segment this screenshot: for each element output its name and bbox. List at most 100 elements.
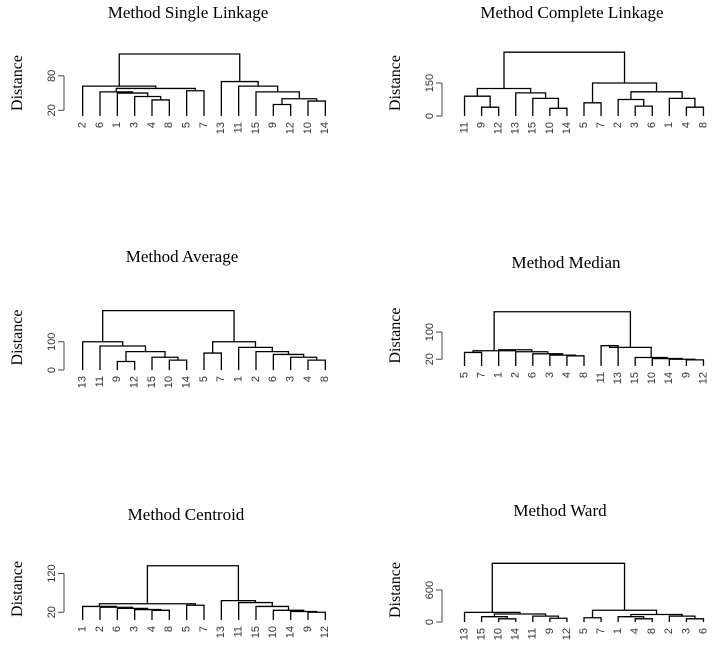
merge-link (307, 100, 326, 116)
leaf-label: 9 (476, 122, 488, 128)
merge-link (600, 345, 619, 366)
merge-link (493, 311, 632, 351)
y-tick-label: 20 (46, 606, 58, 618)
leaf-label: 13 (215, 122, 227, 134)
leaf-label: 5 (181, 626, 193, 632)
merge-link (238, 85, 279, 116)
leaf-label: 15 (250, 122, 262, 134)
leaf-label: 14 (285, 626, 297, 638)
leaf-label: 4 (561, 372, 573, 378)
y-axis-label: Distance (9, 561, 26, 617)
leaf-label: 11 (233, 122, 245, 133)
leaf-label: 9 (267, 122, 279, 128)
leaf-label: 7 (595, 628, 607, 634)
merge-link (634, 105, 653, 116)
leaf-label: 15 (527, 122, 539, 134)
merge-link (272, 609, 305, 620)
leaf-label: 4 (146, 122, 158, 128)
y-tick-label: 80 (46, 70, 58, 82)
leaf-label: 9 (544, 628, 556, 634)
leaf-label: 11 (595, 372, 607, 383)
merge-link (583, 617, 602, 622)
leaf-label: 14 (663, 372, 675, 384)
leaf-label: 8 (163, 626, 175, 632)
leaf-label: 10 (646, 372, 658, 384)
merge-link (186, 90, 205, 116)
leaf-label: 7 (198, 122, 210, 128)
merge-link (102, 310, 235, 342)
leaf-label: 6 (527, 372, 539, 378)
leaf-label: 7 (198, 626, 210, 632)
leaf-label: 6 (94, 122, 106, 128)
y-axis-label: Distance (9, 55, 26, 111)
leaf-label: 2 (663, 628, 675, 634)
y-tick-label: 100 (46, 333, 58, 351)
chart-title: Method Average (126, 247, 239, 266)
leaf-label: 3 (544, 372, 556, 378)
merge-link (290, 356, 318, 370)
chart-title: Method Complete Linkage (480, 3, 663, 22)
merge-link (115, 87, 196, 92)
merge-link (307, 611, 326, 620)
merge-link (255, 605, 290, 620)
leaf-label: 9 (680, 372, 692, 378)
merge-link (549, 354, 577, 366)
merge-link (498, 618, 517, 622)
chart-title: Method Ward (513, 501, 607, 520)
merge-link (186, 604, 205, 620)
leaf-label: 12 (697, 372, 709, 384)
merge-link (168, 359, 188, 370)
merge-link (515, 92, 547, 116)
leaf-label: 13 (612, 372, 624, 384)
leaf-label: 10 (544, 122, 556, 134)
leaf-label: 10 (267, 626, 279, 638)
y-tick-label: 600 (424, 581, 436, 599)
merge-link (532, 97, 560, 116)
merge-link (634, 356, 668, 366)
merge-link (503, 51, 626, 89)
chart-title: Method Centroid (128, 505, 245, 524)
merge-link (463, 351, 483, 366)
leaf-label: 4 (146, 626, 158, 632)
y-tick-label: 0 (424, 619, 436, 625)
leaf-label: 2 (612, 122, 624, 128)
merge-link (99, 345, 147, 370)
merge-link (532, 615, 560, 622)
leaf-label: 8 (646, 628, 658, 634)
leaf-label: 15 (146, 376, 158, 388)
leaf-label: 1 (233, 376, 245, 382)
merge-link (125, 350, 166, 362)
leaf-label: 14 (181, 376, 193, 388)
leaf-label: 6 (646, 122, 658, 128)
leaf-label: 12 (561, 628, 573, 640)
leaf-label: 6 (267, 376, 279, 382)
merge-link (617, 98, 645, 116)
leaf-label: 1 (77, 626, 89, 632)
leaf-label: 14 (510, 628, 522, 640)
y-axis-label: Distance (387, 308, 404, 364)
leaf-label: 12 (493, 122, 505, 134)
leaf-label: 3 (680, 628, 692, 634)
leaf-label: 3 (129, 626, 141, 632)
y-tick-label: 120 (46, 564, 58, 582)
merge-link (566, 355, 585, 366)
merge-link (82, 85, 157, 116)
leaf-label: 5 (578, 628, 590, 634)
chart-title: Method Median (511, 253, 621, 272)
merge-link (307, 359, 326, 370)
chart-title: Method Single Linkage (108, 3, 269, 22)
y-tick-label: 0 (46, 367, 58, 373)
merge-link (151, 609, 170, 620)
leaf-label: 7 (215, 376, 227, 382)
merge-link (203, 352, 222, 370)
leaf-label: 11 (458, 122, 470, 133)
y-axis-label: Distance (387, 55, 404, 111)
merge-link (583, 102, 602, 116)
y-axis-label: Distance (387, 562, 404, 618)
